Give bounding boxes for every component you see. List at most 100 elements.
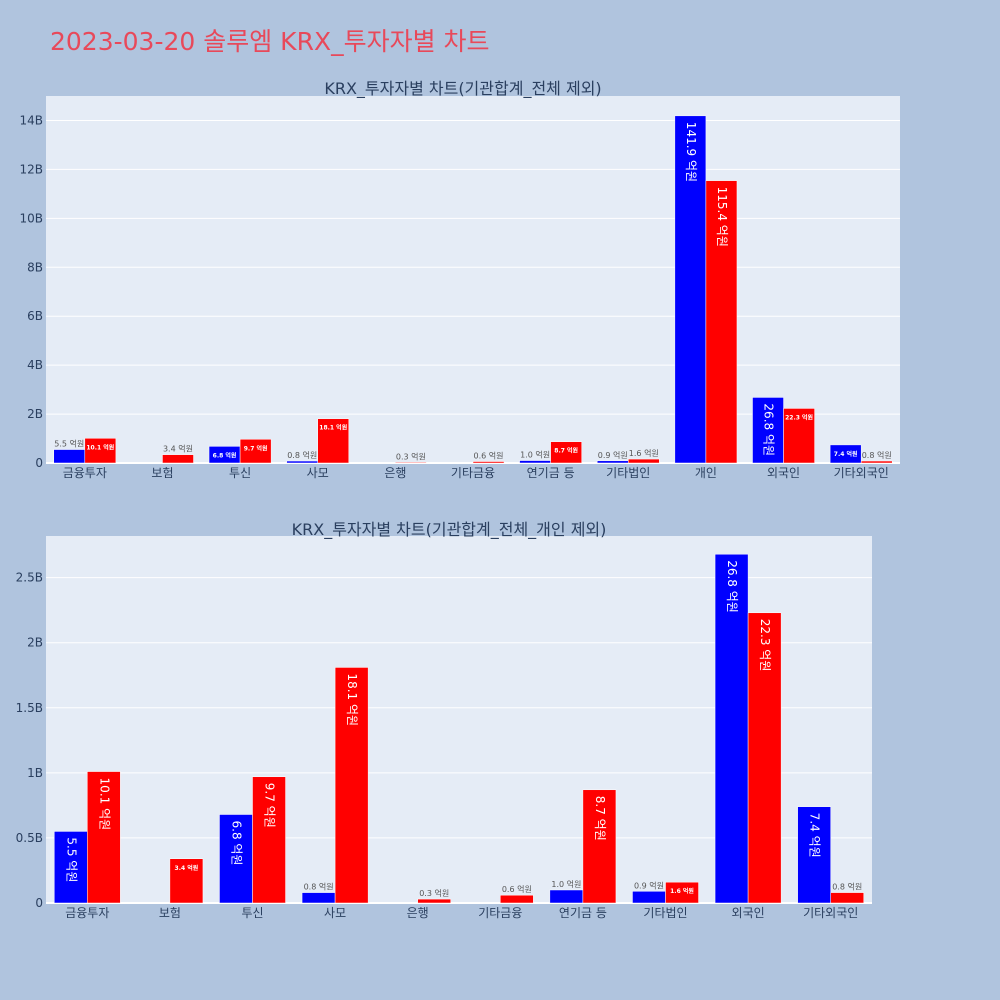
x-tick-label: 기타외국인 — [803, 906, 858, 920]
data-label: 26.8 억원 — [762, 403, 776, 456]
bar — [84, 438, 117, 464]
x-tick-label: 연기금 등 — [527, 466, 575, 480]
data-label: 8.7 억원 — [554, 447, 578, 455]
bar — [665, 881, 699, 904]
y-tick-label: 6B — [27, 309, 43, 323]
data-label: 0.8 억원 — [862, 450, 892, 460]
bar — [674, 115, 707, 464]
data-label: 0.3 억원 — [419, 888, 449, 898]
bar — [714, 553, 749, 904]
data-label: 6.8 억원 — [213, 451, 237, 459]
data-label: 18.1 억원 — [345, 673, 359, 726]
data-label: 8.7 억원 — [593, 796, 607, 841]
data-label: 115.4 억원 — [715, 187, 729, 247]
bar — [797, 806, 831, 904]
data-label: 1.6 억원 — [670, 887, 694, 895]
y-tick-label: 8B — [27, 260, 43, 274]
bar — [830, 892, 864, 904]
page-title: 2023-03-20 솔루엠 KRX_투자자별 차트 — [50, 27, 490, 56]
bar — [500, 894, 534, 904]
bar — [162, 454, 194, 464]
data-label: 141.9 억원 — [684, 122, 698, 182]
bar — [219, 814, 253, 904]
bar — [752, 397, 784, 464]
y-tick-label: 1B — [27, 766, 43, 780]
bar — [334, 667, 369, 904]
bar — [53, 449, 86, 464]
data-label: 3.4 억원 — [163, 444, 193, 454]
x-tick-label: 금융투자 — [63, 466, 107, 480]
data-label: 10.1 억원 — [86, 443, 114, 451]
bar — [87, 771, 121, 904]
data-label: 26.8 억원 — [725, 560, 739, 613]
y-tick-label: 2B — [27, 636, 43, 650]
data-label: 3.4 억원 — [175, 864, 199, 872]
y-tick-label: 0 — [35, 456, 43, 470]
data-label: 9.7 억원 — [244, 444, 268, 452]
x-tick-label: 기타법인 — [643, 906, 687, 920]
x-tick-label: 보험 — [159, 906, 181, 920]
bar — [301, 892, 336, 904]
y-tick-label: 12B — [19, 162, 43, 176]
x-tick-label: 기타금융 — [451, 466, 495, 480]
x-tick-label: 기타법인 — [606, 466, 650, 480]
chart-2: 0 0.5B 1B 1.5B 2B 2.5B KRX_투자자별 차트(기관합계_전체_개인 … — [16, 520, 872, 920]
bar — [286, 460, 318, 464]
x-tick-label: 금융투자 — [65, 906, 109, 920]
data-label: 0.9 억원 — [634, 880, 664, 890]
data-label: 5.5 억원 — [54, 439, 84, 449]
y-tick-label: 4B — [27, 358, 43, 372]
bar — [239, 439, 272, 464]
y-tick-label: 10B — [19, 211, 43, 225]
x-tick-label: 은행 — [407, 905, 429, 920]
chart-1: 0 2B 4B 6B 8B 10B 12B 14B KRX_투자자별 차트(기관합계_전체 제외… — [19, 79, 900, 480]
x-tick-label: 사모 — [324, 906, 346, 920]
y-tick-label: 14B — [19, 113, 43, 127]
data-label: 0.8 억원 — [304, 882, 334, 892]
y-tick-label: 2B — [27, 407, 43, 421]
data-label: 0.8 억원 — [287, 450, 317, 460]
bar — [747, 612, 782, 904]
bar — [317, 418, 350, 464]
x-tick-label: 연기금 등 — [559, 906, 607, 920]
data-label: 22.3 억원 — [785, 413, 813, 421]
x-tick-label: 외국인 — [732, 906, 765, 920]
data-label: 6.8 억원 — [229, 821, 243, 866]
bar — [596, 460, 629, 464]
y-tick-label: 0 — [35, 896, 43, 910]
data-label: 0.9 억원 — [598, 450, 628, 460]
x-tick-label: 은행 — [384, 465, 406, 480]
data-label: 1.6 억원 — [629, 448, 659, 458]
bar — [395, 462, 427, 464]
y-tick-label: 0.5B — [16, 831, 43, 845]
bar — [632, 891, 666, 904]
data-label: 7.4 억원 — [808, 813, 822, 858]
bar — [169, 858, 204, 904]
chart-title: KRX_투자자별 차트(기관합계_전체 제외) — [324, 79, 601, 99]
bar — [829, 444, 862, 464]
x-tick-label: 외국인 — [767, 466, 800, 480]
chart-title: KRX_투자자별 차트(기관합계_전체_개인 제외) — [292, 520, 607, 540]
bar — [550, 441, 582, 464]
y-tick-label: 1.5B — [16, 701, 43, 715]
bar — [582, 789, 617, 904]
x-tick-label: 개인 — [695, 466, 717, 480]
data-label: 7.4 억원 — [834, 450, 858, 458]
y-tick-label: 2.5B — [16, 571, 43, 585]
bar — [54, 831, 88, 904]
bar — [417, 898, 451, 904]
bar — [519, 460, 551, 464]
data-label: 5.5 억원 — [64, 837, 78, 882]
data-label: 22.3 억원 — [758, 619, 772, 672]
data-label: 1.0 억원 — [551, 879, 581, 889]
data-label: 18.1 억원 — [319, 424, 347, 432]
x-tick-label: 기타금융 — [478, 906, 522, 920]
bar — [252, 776, 286, 904]
bar — [705, 180, 738, 464]
data-label: 1.0 억원 — [520, 450, 550, 460]
data-label: 0.3 억원 — [396, 451, 426, 461]
data-label: 10.1 억원 — [97, 778, 111, 831]
data-label: 0.8 억원 — [832, 882, 862, 892]
bar — [860, 460, 893, 464]
